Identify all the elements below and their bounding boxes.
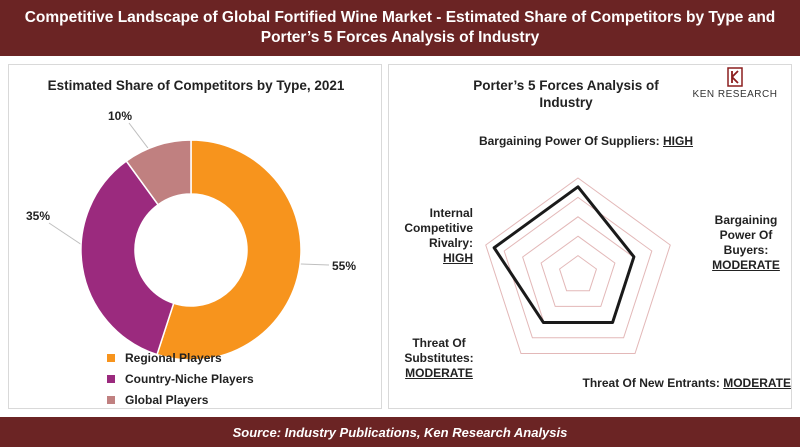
radar-chart	[485, 177, 671, 354]
donut-chart	[48, 122, 330, 361]
axis-name-new-entrants: Threat Of New Entrants:	[582, 376, 720, 390]
axis-level-suppliers: HIGH	[663, 134, 694, 148]
axis-level-rivalry: HIGH	[443, 251, 473, 265]
legend-item-global: Global Players	[107, 389, 254, 410]
slice-global	[125, 139, 192, 206]
donut-chart-title: Estimated Share of Competitors by Type, …	[47, 78, 345, 93]
donut-panel: Estimated Share of Competitors by Type, …	[8, 64, 382, 409]
legend-swatch-country	[107, 374, 115, 383]
source-note: Source: Industry Publications, Ken Resea…	[232, 424, 568, 440]
radar-grid-ring	[485, 177, 671, 354]
radar-grid-ring	[540, 235, 616, 307]
ken-research-logo: KEN RESEARCH	[685, 67, 785, 105]
axis-name-rivalry: Internal Competitive Rivalry:	[404, 206, 473, 250]
legend-item-country: Country-Niche Players	[107, 368, 254, 389]
legend-label-global: Global Players	[125, 392, 209, 407]
axis-name-buyers: Bargaining Power Of Buyers:	[714, 213, 778, 257]
radar-series-line	[492, 185, 636, 325]
donut-slices	[80, 139, 302, 361]
legend-label-regional: Regional Players	[125, 350, 222, 365]
slice-country-niche	[80, 159, 175, 356]
slice-label-global: 10%	[108, 109, 133, 123]
axis-level-new-entrants: MODERATE	[723, 376, 791, 390]
header-banner: Competitive Landscape of Global Fortifie…	[0, 0, 800, 56]
donut-legend: Regional Players Country-Niche Players G…	[107, 347, 254, 410]
axis-level-substitutes: MODERATE	[405, 366, 473, 380]
axis-name-suppliers: Bargaining Power Of Suppliers:	[478, 134, 660, 148]
legend-item-regional: Regional Players	[107, 347, 254, 368]
ken-research-logo-text: KEN RESEARCH	[692, 89, 778, 100]
footer-banner: Source: Industry Publications, Ken Resea…	[0, 417, 800, 447]
radar-chart-title: Porter’s 5 Forces Analysis of Industry	[473, 78, 659, 110]
legend-swatch-global	[107, 395, 115, 404]
radar-grid-ring	[558, 254, 598, 292]
slice-label-regional: 55%	[332, 259, 357, 273]
radar-grid	[485, 177, 671, 354]
slice-regional	[156, 139, 302, 361]
axis-label-suppliers: Bargaining Power Of Suppliers: HIGH	[436, 134, 736, 149]
infographic-title: Competitive Landscape of Global Fortifie…	[24, 9, 776, 46]
radar-grid-ring	[503, 196, 653, 339]
axis-label-buyers: Bargaining Power Of Buyers: MODERATE	[701, 213, 791, 273]
slice-label-country: 35%	[26, 209, 51, 223]
axis-label-substitutes: Threat Of Substitutes: MODERATE	[395, 336, 483, 381]
axis-level-buyers: MODERATE	[712, 258, 780, 272]
legend-label-country: Country-Niche Players	[125, 371, 254, 386]
axis-label-new-entrants: Threat Of New Entrants: MODERATE	[561, 376, 791, 391]
axis-name-substitutes: Threat Of Substitutes:	[404, 336, 474, 365]
radar-panel: Porter’s 5 Forces Analysis of Industry K…	[388, 64, 792, 409]
radar-series	[492, 185, 636, 325]
legend-swatch-regional	[107, 353, 115, 362]
axis-label-rivalry: Internal Competitive Rivalry: HIGH	[365, 206, 473, 266]
ken-research-logo-mark	[727, 67, 743, 87]
